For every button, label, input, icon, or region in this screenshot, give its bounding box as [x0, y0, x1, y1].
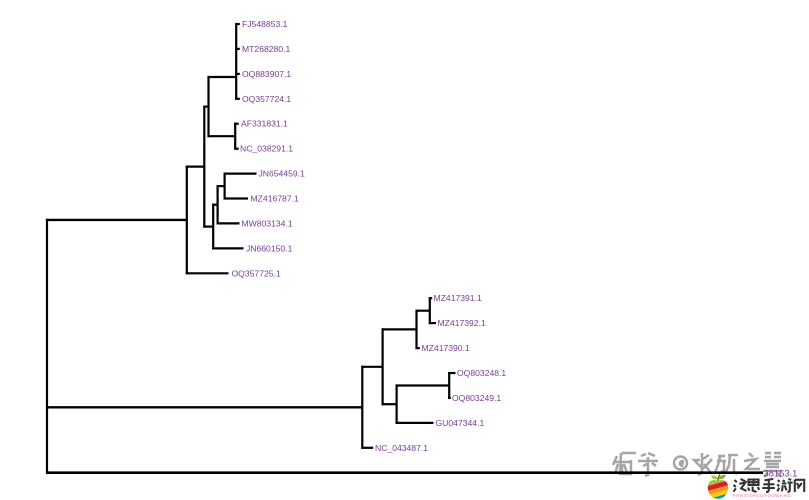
svg-text:JN660150.1: JN660150.1: [246, 243, 293, 253]
svg-text:NC_043487.1: NC_043487.1: [375, 443, 428, 453]
svg-text:OQ357725.1: OQ357725.1: [232, 268, 281, 278]
svg-text:MT268280.1: MT268280.1: [242, 44, 290, 54]
svg-text:MZ417392.1: MZ417392.1: [438, 318, 486, 328]
svg-text:NC_038291.1: NC_038291.1: [240, 144, 293, 154]
svg-text:38163.1: 38163.1: [764, 467, 798, 478]
svg-text:OQ357724.1: OQ357724.1: [242, 94, 291, 104]
svg-text:AF331831.1: AF331831.1: [241, 119, 288, 129]
svg-text:OQ803248.1: OQ803248.1: [457, 368, 506, 378]
svg-text:OQ883907.1: OQ883907.1: [242, 69, 291, 79]
svg-text:MZ417390.1: MZ417390.1: [422, 343, 470, 353]
svg-text:FANSISHOUYOUWANG: FANSISHOUYOUWANG: [733, 493, 791, 498]
svg-text:MZ417391.1: MZ417391.1: [434, 293, 482, 303]
svg-text:GU047344.1: GU047344.1: [436, 418, 485, 428]
svg-text:MZ416787.1: MZ416787.1: [251, 194, 299, 204]
svg-text:JN654459.1: JN654459.1: [259, 169, 306, 179]
svg-text:FJ548853.1: FJ548853.1: [242, 19, 288, 29]
svg-text:MW803134.1: MW803134.1: [242, 218, 293, 228]
svg-text:OQ803249.1: OQ803249.1: [452, 393, 501, 403]
